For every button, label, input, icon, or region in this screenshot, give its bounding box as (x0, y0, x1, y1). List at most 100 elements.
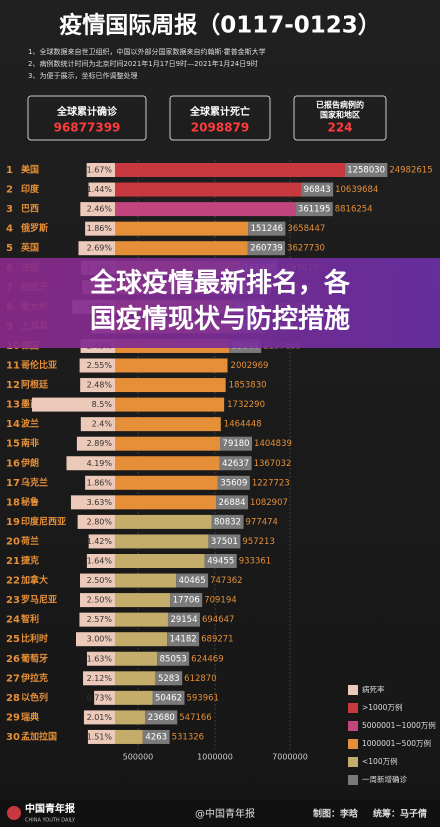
case-bar (115, 378, 226, 393)
country: 捷克 (21, 555, 39, 567)
death-rate-label: 2.80% (87, 517, 113, 526)
country: 孟加拉国 (21, 730, 57, 742)
case-bar (115, 202, 296, 217)
cases-label: 531326 (172, 732, 204, 742)
country: 哥伦比亚 (21, 359, 57, 371)
case-bar (115, 710, 146, 725)
death-rate-label: 0.73% (87, 693, 113, 702)
legend-swatch (348, 775, 358, 785)
cases-label: 3658447 (287, 224, 325, 234)
country: 乌克兰 (21, 476, 48, 488)
case-bar (115, 514, 212, 529)
country: 伊拉克 (20, 672, 48, 684)
new-cases-label: 26884 (219, 498, 246, 508)
note: 1、全球数据来自世卫组织，中国以外部分国家数据来自约翰斯·霍普金斯大学 (28, 47, 266, 56)
country: 俄罗斯 (20, 222, 48, 234)
legend-label: 病死率 (362, 684, 385, 694)
case-bar (115, 397, 225, 412)
weibo: @中国青年报 (195, 807, 255, 820)
new-cases-box (211, 514, 244, 529)
death-rate-label: 1.86% (87, 478, 113, 487)
new-cases-box (145, 710, 178, 725)
cases-label: 612870 (184, 674, 216, 684)
banner-text: 全球疫情最新排名，各 (89, 268, 351, 299)
summary-box (293, 95, 387, 141)
new-cases-label: 23680 (148, 713, 175, 723)
death-rate-box (80, 593, 115, 608)
new-cases-box (157, 651, 190, 666)
logo: 中国青年报 (25, 802, 75, 815)
death-rate-label: 2.12% (87, 674, 113, 683)
legend-label: <100万例 (362, 756, 398, 766)
legend-swatch (348, 739, 358, 749)
death-rate-label: 1.42% (87, 537, 113, 546)
cases-label: 547166 (179, 713, 211, 723)
death-rate-box (85, 475, 115, 490)
rank: 20 (6, 536, 20, 547)
death-rate-label: 1.64% (87, 557, 113, 566)
rank: 25 (6, 634, 20, 645)
cases-label: 1082907 (250, 498, 288, 508)
summary-value: 224 (327, 121, 352, 135)
country: 以色列 (21, 691, 48, 703)
case-bar (115, 612, 168, 627)
country: 南非 (21, 437, 39, 449)
death-rate-label: 4.19% (87, 459, 113, 468)
cases-label: 10639684 (335, 185, 378, 195)
summary-label: 全球累计确诊 (56, 105, 118, 118)
cases-label: 3627730 (287, 244, 325, 254)
country: 荷兰 (20, 535, 39, 547)
new-cases-label: 151246 (251, 224, 283, 234)
new-cases-label: 35609 (220, 478, 247, 488)
case-bar (115, 417, 221, 432)
note: 2、病例数统计时间为北京时间2021年1月17日9时—2021年1月24日9时 (28, 59, 258, 68)
new-cases-label: 5283 (158, 674, 180, 684)
new-cases-box (295, 202, 333, 217)
legend-swatch (348, 685, 358, 695)
death-rate-box (94, 690, 115, 705)
rank: 15 (6, 439, 20, 450)
death-rate-label: 1.63% (87, 654, 113, 663)
death-rate-box (86, 651, 115, 666)
new-cases-box (217, 475, 250, 490)
note: 3、为便于展示，坐标已作调整处理 (28, 71, 137, 80)
rank: 16 (6, 458, 20, 469)
x-tick-label: 1000000 (197, 752, 233, 761)
new-cases-label: 96843 (304, 185, 331, 195)
new-cases-box (216, 495, 249, 510)
banner (0, 258, 440, 348)
new-cases-box (220, 436, 253, 451)
country: 罗马尼亚 (21, 595, 57, 606)
death-rate-box (85, 221, 115, 236)
death-rate-box (77, 514, 115, 529)
rank: 5 (6, 243, 13, 254)
death-rate-box (88, 182, 115, 197)
banner-text: 国疫情现状与防控措施 (90, 304, 350, 335)
credit: 制图：李晗 (313, 808, 358, 820)
legend-label: 5000001~1000万例 (362, 720, 436, 730)
summary-label: 国家和地区 (320, 110, 360, 120)
cases-label: 1367032 (254, 459, 292, 469)
new-cases-box (167, 632, 200, 647)
rank: 23 (6, 595, 20, 606)
new-cases-label: 260739 (250, 244, 282, 254)
new-cases-label: 42637 (222, 459, 249, 469)
rank: 1 (6, 165, 13, 176)
new-cases-box (176, 573, 209, 588)
new-cases-box (167, 612, 200, 627)
x-tick-label: 500000 (123, 752, 154, 761)
logo-en: CHINA YOUTH DAILY (25, 818, 76, 824)
new-cases-box (142, 729, 170, 744)
rank: 27 (6, 673, 20, 684)
death-rate-label: 2.48% (87, 381, 113, 390)
cases-label: 1404839 (254, 439, 292, 449)
case-bar (115, 163, 345, 177)
summary-label: 全球累计死亡 (189, 105, 250, 118)
death-rate-box (88, 534, 115, 549)
death-rate-label: 2.46% (87, 205, 113, 214)
new-cases-label: 14182 (170, 635, 197, 645)
case-bar (115, 690, 153, 705)
rank: 18 (6, 497, 20, 508)
